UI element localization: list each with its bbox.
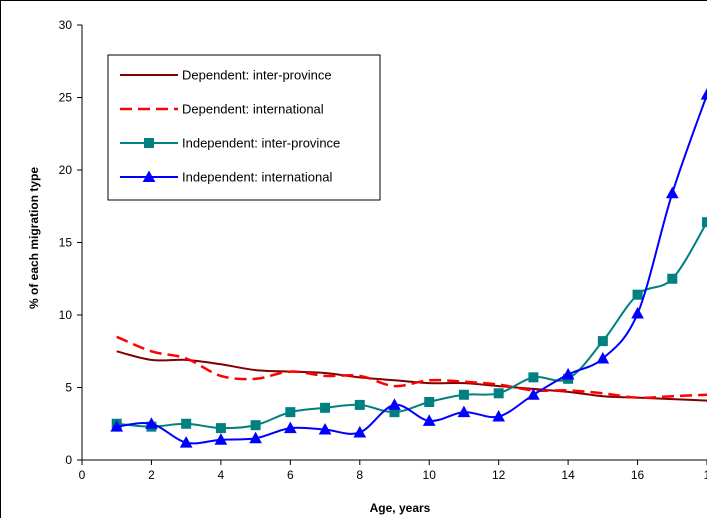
x-tick-label: 12 (492, 468, 506, 482)
x-tick-label: 10 (423, 468, 437, 482)
x-tick-label: 8 (356, 468, 363, 482)
data-point (529, 373, 538, 382)
data-point (286, 408, 295, 417)
y-tick-label: 0 (65, 453, 72, 467)
legend-label: Independent: inter-province (182, 136, 340, 151)
legend-label: Dependent: inter-province (182, 68, 332, 83)
y-tick-label: 15 (59, 236, 73, 250)
data-point (703, 218, 707, 227)
y-tick-label: 30 (59, 18, 73, 32)
data-point (251, 421, 260, 430)
y-tick-label: 10 (59, 308, 73, 322)
data-point (459, 390, 468, 399)
x-tick-label: 2 (148, 468, 155, 482)
x-tick-label: 4 (218, 468, 225, 482)
data-point (633, 290, 642, 299)
data-point (182, 419, 191, 428)
x-tick-label: 16 (631, 468, 645, 482)
legend-marker (145, 139, 154, 148)
data-point (494, 389, 503, 398)
x-tick-label: 1 (704, 468, 707, 482)
data-point (216, 424, 225, 433)
x-axis-label: Age, years (370, 501, 431, 515)
x-tick-label: 0 (79, 468, 86, 482)
data-point (668, 274, 677, 283)
legend: Dependent: inter-province Dependent: inte… (108, 55, 380, 200)
y-axis-label: % of each migration type (27, 167, 41, 309)
legend-label: Dependent: international (182, 102, 324, 117)
y-tick-label: 5 (65, 381, 72, 395)
legend-label: Independent: international (182, 170, 332, 185)
data-point (355, 400, 364, 409)
data-point (425, 398, 434, 407)
x-tick-label: 14 (561, 468, 575, 482)
y-tick-label: 20 (59, 163, 73, 177)
data-point (598, 337, 607, 346)
y-tick-label: 25 (59, 91, 73, 105)
x-tick-label: 6 (287, 468, 294, 482)
data-point (321, 403, 330, 412)
